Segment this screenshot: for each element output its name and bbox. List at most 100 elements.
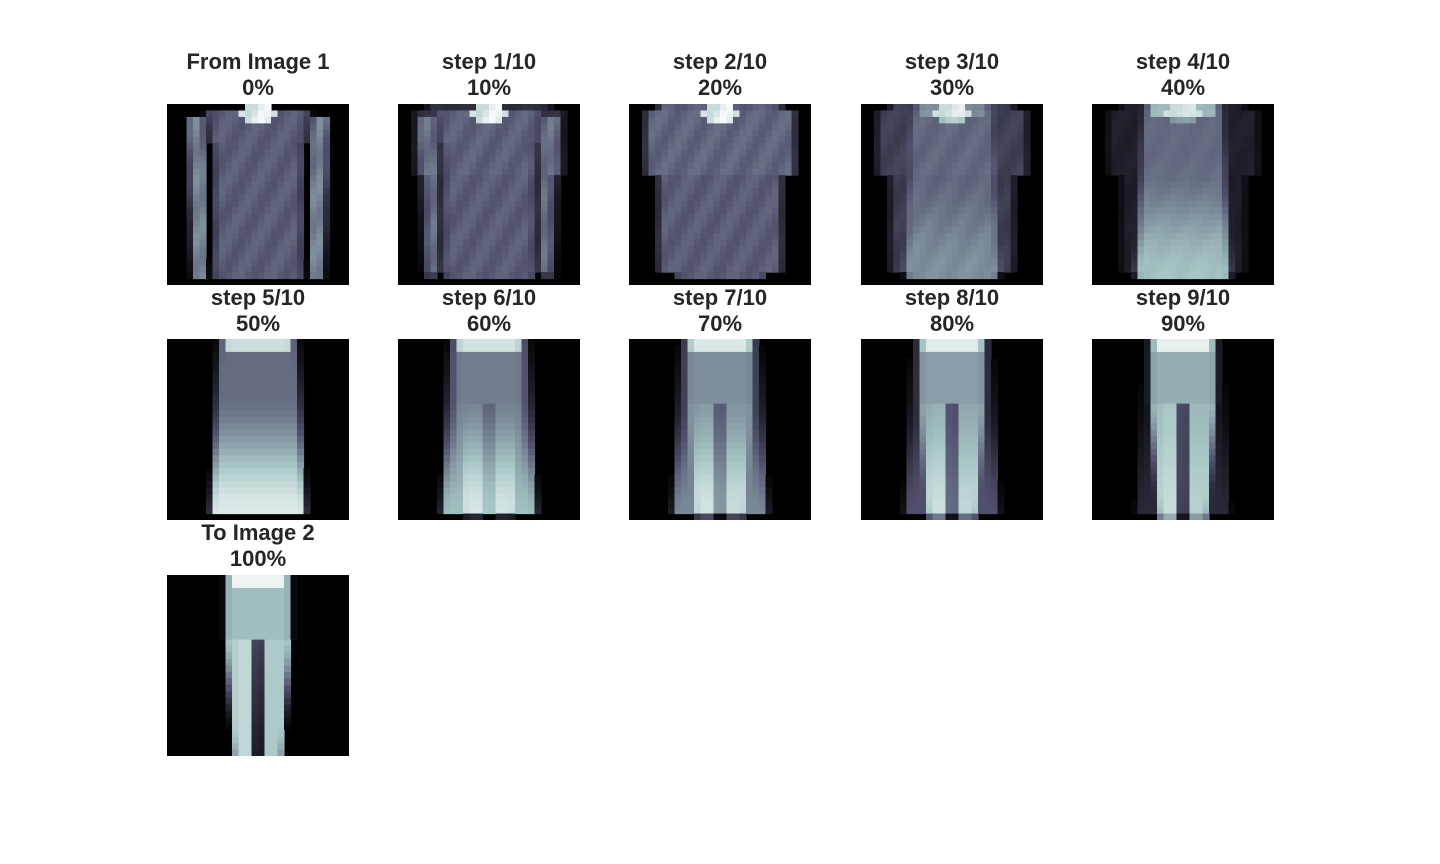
pixel xyxy=(926,513,934,520)
pixel xyxy=(906,397,914,405)
pixel xyxy=(919,474,927,482)
pixel xyxy=(984,213,992,221)
pixel xyxy=(1004,129,1012,137)
pixel xyxy=(528,104,536,112)
pixel xyxy=(232,339,240,347)
pixel xyxy=(739,435,747,444)
pixel xyxy=(284,207,292,215)
pixel xyxy=(541,272,549,280)
pixel xyxy=(469,384,477,392)
pixel xyxy=(906,246,914,254)
pixel xyxy=(997,116,1005,124)
pixel xyxy=(720,442,728,450)
pixel xyxy=(417,162,425,170)
pixel xyxy=(932,364,940,372)
pixel xyxy=(733,384,741,392)
pixel xyxy=(1228,259,1236,267)
pixel xyxy=(1222,265,1230,273)
pixel xyxy=(271,175,279,183)
pixel xyxy=(251,162,259,170)
pixel xyxy=(1183,429,1191,437)
pixel xyxy=(687,500,695,508)
pixel xyxy=(900,226,908,234)
pixel xyxy=(1209,175,1217,183)
pixel xyxy=(541,252,549,260)
pixel xyxy=(450,423,458,431)
pixel xyxy=(437,188,445,196)
pixel xyxy=(297,468,305,476)
pixel xyxy=(443,252,451,260)
pixel xyxy=(1144,239,1152,247)
pixel xyxy=(297,175,305,183)
pixel xyxy=(926,507,934,515)
pixel xyxy=(932,377,940,385)
pixel xyxy=(424,181,432,189)
pixel xyxy=(1163,104,1171,112)
pixel xyxy=(1196,487,1204,495)
pixel xyxy=(655,194,663,202)
pixel xyxy=(681,339,689,347)
pixel xyxy=(264,220,272,228)
pixel xyxy=(277,429,285,437)
pixel xyxy=(733,181,741,189)
pixel xyxy=(1228,272,1236,280)
pixel xyxy=(932,149,940,157)
pixel xyxy=(707,364,715,372)
pixel xyxy=(1189,220,1197,228)
pixel xyxy=(1176,410,1184,418)
pixel xyxy=(1157,233,1165,241)
pixel xyxy=(482,435,490,444)
pixel xyxy=(900,149,908,157)
pixel xyxy=(1176,226,1184,234)
pixel xyxy=(939,423,947,431)
pixel xyxy=(1196,246,1204,254)
pixel xyxy=(1176,507,1184,515)
pixel xyxy=(661,220,669,228)
pixel xyxy=(1196,213,1204,221)
pixel xyxy=(1176,442,1184,450)
pixel xyxy=(674,220,682,228)
pixel xyxy=(759,207,767,215)
pixel xyxy=(1150,110,1158,118)
pixel xyxy=(913,104,921,112)
pixel xyxy=(713,358,721,366)
pixel xyxy=(971,390,979,398)
pixel xyxy=(489,507,497,515)
pixel xyxy=(913,500,921,508)
pixel xyxy=(284,168,292,176)
pixel xyxy=(450,110,458,118)
pixel xyxy=(232,594,240,602)
pixel xyxy=(965,246,973,254)
pixel xyxy=(687,403,695,411)
pixel xyxy=(1254,110,1262,118)
pixel xyxy=(1196,384,1204,392)
pixel xyxy=(290,435,298,444)
pixel xyxy=(971,384,979,392)
pixel xyxy=(713,213,721,221)
pixel xyxy=(1163,116,1171,124)
pixel xyxy=(1222,213,1230,221)
pixel xyxy=(258,468,266,476)
pixel xyxy=(906,110,914,118)
pixel xyxy=(707,110,715,118)
pixel xyxy=(290,626,298,634)
pixel xyxy=(297,500,305,508)
pixel xyxy=(1157,339,1165,347)
pixel xyxy=(1176,265,1184,273)
pixel xyxy=(661,116,669,124)
pixel xyxy=(1157,246,1165,254)
pixel xyxy=(323,207,331,215)
pixel xyxy=(1215,364,1223,372)
pixel xyxy=(746,233,754,241)
pixel xyxy=(508,435,516,444)
pixel xyxy=(913,339,921,347)
pixel xyxy=(528,136,536,144)
pixel xyxy=(560,155,568,163)
pixel xyxy=(1163,213,1171,221)
pixel xyxy=(687,259,695,267)
pixel xyxy=(528,390,536,398)
pixel xyxy=(1157,358,1165,366)
pixel xyxy=(772,104,780,112)
pixel xyxy=(443,220,451,228)
pixel xyxy=(900,168,908,176)
